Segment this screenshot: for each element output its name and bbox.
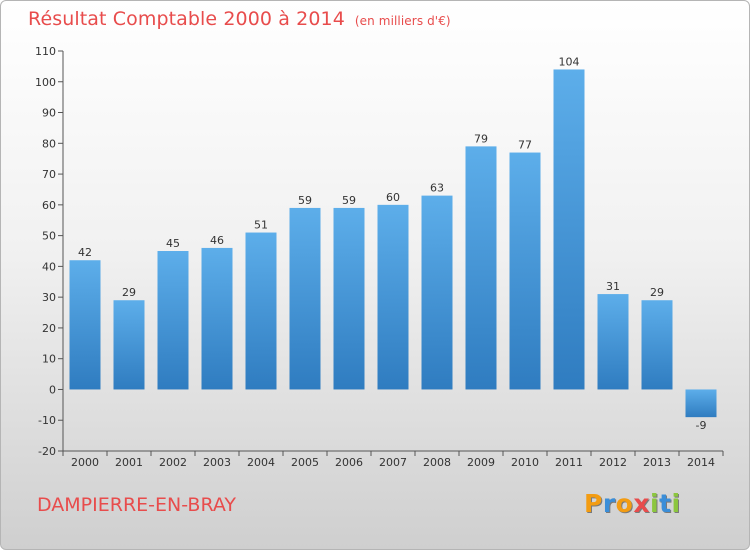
bar-2005 — [289, 207, 321, 390]
x-tick-label: 2008 — [423, 456, 451, 469]
y-tick-label: 0 — [49, 383, 56, 396]
data-label: 42 — [78, 246, 92, 259]
bar-2014 — [685, 389, 717, 418]
city-name: DAMPIERRE-EN-BRAY — [37, 494, 237, 516]
x-tick-label: 2011 — [555, 456, 583, 469]
y-tick-label: 30 — [42, 291, 56, 304]
logo-letter: r — [602, 489, 616, 518]
y-tick-label: -10 — [38, 414, 56, 427]
y-tick-label: -20 — [38, 445, 56, 458]
proxiti-logo[interactable]: Proxiti — [584, 489, 681, 518]
bar-2012 — [597, 294, 629, 390]
bar-2000 — [69, 260, 101, 390]
bar-2010 — [509, 152, 541, 390]
x-tick-label: 2012 — [599, 456, 627, 469]
bar-2003 — [201, 247, 233, 390]
y-tick-label: 80 — [42, 137, 56, 150]
data-label: 29 — [650, 286, 664, 299]
x-tick-label: 2003 — [203, 456, 231, 469]
chart-subtitle: (en milliers d'€) — [354, 14, 451, 28]
data-label: 59 — [342, 194, 356, 207]
bar-2013 — [641, 300, 673, 390]
data-label: 51 — [254, 219, 268, 232]
logo-letter: i — [650, 489, 660, 518]
y-tick-label: 10 — [42, 353, 56, 366]
x-tick-label: 2014 — [687, 456, 715, 469]
data-label: 45 — [166, 237, 180, 250]
x-tick-label: 2007 — [379, 456, 407, 469]
chart-title: Résultat Comptable 2000 à 2014 (en millie… — [28, 8, 451, 30]
bar-2008 — [421, 195, 453, 390]
data-label: 79 — [474, 132, 488, 145]
x-tick-label: 2010 — [511, 456, 539, 469]
bar-2009 — [465, 146, 497, 390]
y-tick-label: 60 — [42, 199, 56, 212]
bar-2007 — [377, 204, 409, 390]
data-label: 59 — [298, 194, 312, 207]
data-label: 63 — [430, 182, 444, 195]
y-tick-label: 40 — [42, 260, 56, 273]
y-tick-label: 110 — [35, 45, 56, 58]
data-label: -9 — [696, 419, 707, 432]
data-label: 104 — [559, 55, 580, 68]
y-tick-label: 100 — [35, 76, 56, 89]
bar-2004 — [245, 232, 277, 390]
y-tick-label: 50 — [42, 230, 56, 243]
x-tick-label: 2000 — [71, 456, 99, 469]
y-tick-label: 90 — [42, 107, 56, 120]
data-label: 77 — [518, 139, 532, 152]
x-tick-label: 2013 — [643, 456, 671, 469]
x-tick-label: 2005 — [291, 456, 319, 469]
y-tick-label: 70 — [42, 168, 56, 181]
logo-letter: t — [659, 489, 672, 518]
bar-2002 — [157, 251, 189, 390]
logo-letter: P — [584, 489, 603, 518]
data-label: 29 — [122, 286, 136, 299]
x-tick-label: 2009 — [467, 456, 495, 469]
bar-2011 — [553, 69, 585, 390]
x-tick-label: 2001 — [115, 456, 143, 469]
data-label: 31 — [606, 280, 620, 293]
x-tick-label: 2004 — [247, 456, 275, 469]
x-tick-label: 2002 — [159, 456, 187, 469]
logo-letter: o — [615, 489, 634, 518]
bar-2006 — [333, 207, 365, 390]
x-tick-label: 2006 — [335, 456, 363, 469]
title-text: Résultat Comptable 2000 à 2014 — [28, 8, 345, 30]
logo-letter: x — [633, 489, 650, 518]
y-tick-label: 20 — [42, 322, 56, 335]
data-label: 46 — [210, 234, 224, 247]
logo-letter: i — [671, 489, 681, 518]
data-label: 60 — [386, 191, 400, 204]
bar-2001 — [113, 300, 145, 390]
